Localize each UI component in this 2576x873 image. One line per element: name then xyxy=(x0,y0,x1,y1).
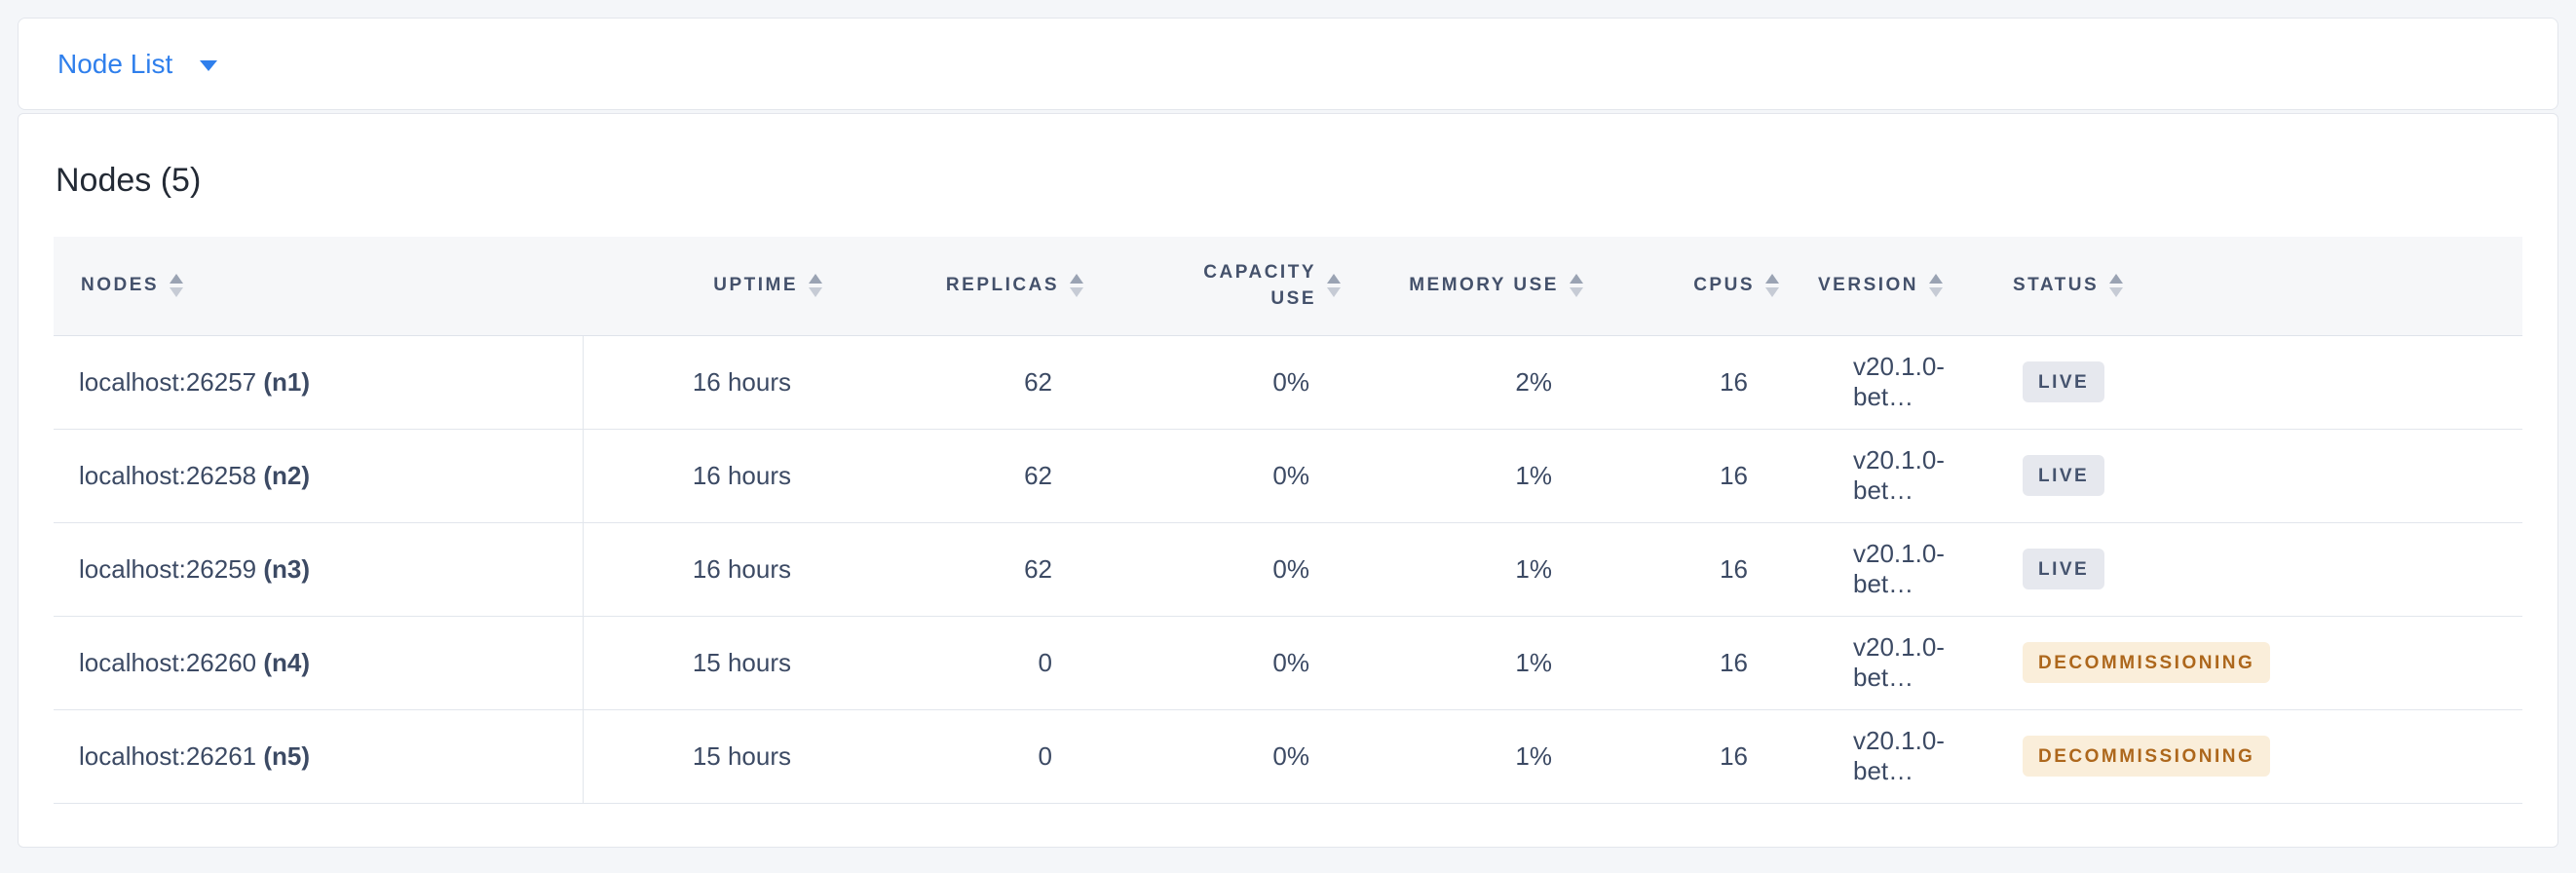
column-header-capacity-use[interactable]: CAPACITY USE xyxy=(1095,237,1352,336)
cpus-cell: 16 xyxy=(1595,709,1791,804)
uptime-cell: 16 hours xyxy=(583,522,834,617)
status-badge: DECOMMISSIONING xyxy=(2023,736,2271,777)
node-address-cell: localhost:26259 (n3) xyxy=(54,522,584,617)
replicas-cell: 62 xyxy=(834,335,1095,430)
memory-use-cell: 1% xyxy=(1352,616,1595,710)
node-address-cell: localhost:26258 (n2) xyxy=(54,429,584,523)
node-address-cell: localhost:26261 (n5) xyxy=(54,709,584,804)
status-cell: LIVE xyxy=(1986,335,2522,430)
version-cell: v20.1.0-bet… xyxy=(1791,429,1986,523)
version-cell: v20.1.0-bet… xyxy=(1791,522,1986,617)
table-row: localhost:26257 (n1) 16 hours 62 0% 2% 1… xyxy=(54,335,2522,430)
status-badge: LIVE xyxy=(2023,361,2105,402)
node-id: (n1) xyxy=(263,366,311,397)
uptime-cell: 15 hours xyxy=(583,616,834,710)
uptime-cell: 15 hours xyxy=(583,709,834,804)
status-cell: DECOMMISSIONING xyxy=(1986,616,2522,710)
status-cell: DECOMMISSIONING xyxy=(1986,709,2522,804)
replicas-cell: 0 xyxy=(834,616,1095,710)
status-badge: LIVE xyxy=(2023,455,2105,496)
node-id: (n2) xyxy=(263,460,311,490)
table-row: localhost:26261 (n5) 15 hours 0 0% 1% 16… xyxy=(54,709,2522,804)
cpus-cell: 16 xyxy=(1595,335,1791,430)
uptime-cell: 16 hours xyxy=(583,335,834,430)
capacity-use-cell: 0% xyxy=(1095,335,1352,430)
status-cell: LIVE xyxy=(1986,429,2522,523)
column-header-memory-use[interactable]: MEMORY USE xyxy=(1352,237,1595,336)
page: Node List Nodes (5) NODES xyxy=(18,18,2558,848)
status-badge: LIVE xyxy=(2023,549,2105,589)
memory-use-cell: 1% xyxy=(1352,429,1595,523)
nodes-panel: Nodes (5) NODES UPTIME xyxy=(18,113,2558,848)
table-header: NODES UPTIME REPLICAS xyxy=(54,237,2522,336)
replicas-cell: 62 xyxy=(834,522,1095,617)
capacity-use-cell: 0% xyxy=(1095,429,1352,523)
uptime-cell: 16 hours xyxy=(583,429,834,523)
node-address-cell: localhost:26257 (n1) xyxy=(54,335,584,430)
table-row: localhost:26260 (n4) 15 hours 0 0% 1% 16… xyxy=(54,616,2522,710)
status-cell: LIVE xyxy=(1986,522,2522,617)
replicas-cell: 0 xyxy=(834,709,1095,804)
table-row: localhost:26258 (n2) 16 hours 62 0% 1% 1… xyxy=(54,429,2522,523)
node-list-dropdown-label: Node List xyxy=(57,48,173,79)
chevron-down-icon xyxy=(200,59,218,71)
column-header-uptime[interactable]: UPTIME xyxy=(583,237,834,336)
memory-use-cell: 2% xyxy=(1352,335,1595,430)
status-badge: DECOMMISSIONING xyxy=(2023,642,2271,683)
node-address-cell: localhost:26260 (n4) xyxy=(54,616,584,710)
capacity-use-cell: 0% xyxy=(1095,709,1352,804)
node-id: (n3) xyxy=(263,553,311,584)
capacity-use-cell: 0% xyxy=(1095,522,1352,617)
cpus-cell: 16 xyxy=(1595,429,1791,523)
sort-icon xyxy=(2109,274,2124,298)
column-header-version[interactable]: VERSION xyxy=(1791,237,1986,336)
capacity-use-cell: 0% xyxy=(1095,616,1352,710)
sort-icon xyxy=(1070,274,1083,298)
version-cell: v20.1.0-bet… xyxy=(1791,709,1986,804)
column-header-nodes[interactable]: NODES xyxy=(54,237,583,336)
version-cell: v20.1.0-bet… xyxy=(1791,335,1986,430)
page-title: Nodes (5) xyxy=(56,162,202,199)
sort-icon xyxy=(1327,274,1341,298)
version-cell: v20.1.0-bet… xyxy=(1791,616,1986,710)
sort-icon xyxy=(1765,274,1779,298)
table-row: localhost:26259 (n3) 16 hours 62 0% 1% 1… xyxy=(54,522,2522,617)
column-header-status[interactable]: STATUS xyxy=(1986,237,2522,336)
sort-icon xyxy=(809,274,822,298)
column-header-cpus[interactable]: CPUS xyxy=(1595,237,1791,336)
column-header-replicas[interactable]: REPLICAS xyxy=(834,237,1095,336)
cpus-cell: 16 xyxy=(1595,616,1791,710)
node-id: (n5) xyxy=(263,740,311,771)
memory-use-cell: 1% xyxy=(1352,522,1595,617)
memory-use-cell: 1% xyxy=(1352,709,1595,804)
replicas-cell: 62 xyxy=(834,429,1095,523)
cpus-cell: 16 xyxy=(1595,522,1791,617)
node-table: NODES UPTIME REPLICAS xyxy=(54,237,2522,804)
sort-icon xyxy=(1929,274,1944,298)
sort-icon xyxy=(1570,274,1583,298)
node-list-dropdown[interactable]: Node List xyxy=(57,48,218,80)
node-id: (n4) xyxy=(263,647,311,677)
view-selector-bar: Node List xyxy=(18,18,2558,110)
sort-icon xyxy=(170,274,184,298)
